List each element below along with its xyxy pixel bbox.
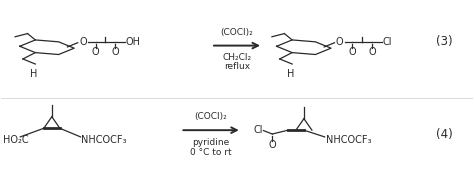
Text: O: O — [79, 37, 87, 47]
Text: H: H — [287, 69, 294, 79]
Text: (3): (3) — [436, 35, 453, 48]
Text: O: O — [269, 140, 276, 150]
Text: CH₂Cl₂: CH₂Cl₂ — [222, 53, 252, 62]
Text: Cl: Cl — [383, 37, 392, 47]
Text: O: O — [92, 47, 100, 57]
Text: O: O — [368, 47, 376, 57]
Text: NHCOCF₃: NHCOCF₃ — [82, 135, 127, 145]
Text: (COCl)₂: (COCl)₂ — [195, 112, 228, 121]
Text: O: O — [349, 47, 356, 57]
Text: (4): (4) — [436, 128, 453, 141]
Text: OH: OH — [126, 37, 141, 47]
Text: H: H — [30, 69, 37, 79]
Text: (COCl)₂: (COCl)₂ — [220, 28, 254, 37]
Text: Cl: Cl — [254, 125, 263, 135]
Text: O: O — [336, 37, 344, 47]
Text: HO₂C: HO₂C — [3, 135, 28, 145]
Text: 0 °C to rt: 0 °C to rt — [190, 148, 232, 157]
Text: pyridine: pyridine — [192, 138, 230, 147]
Text: reflux: reflux — [224, 62, 250, 71]
Text: NHCOCF₃: NHCOCF₃ — [326, 135, 371, 145]
Text: O: O — [111, 47, 119, 57]
